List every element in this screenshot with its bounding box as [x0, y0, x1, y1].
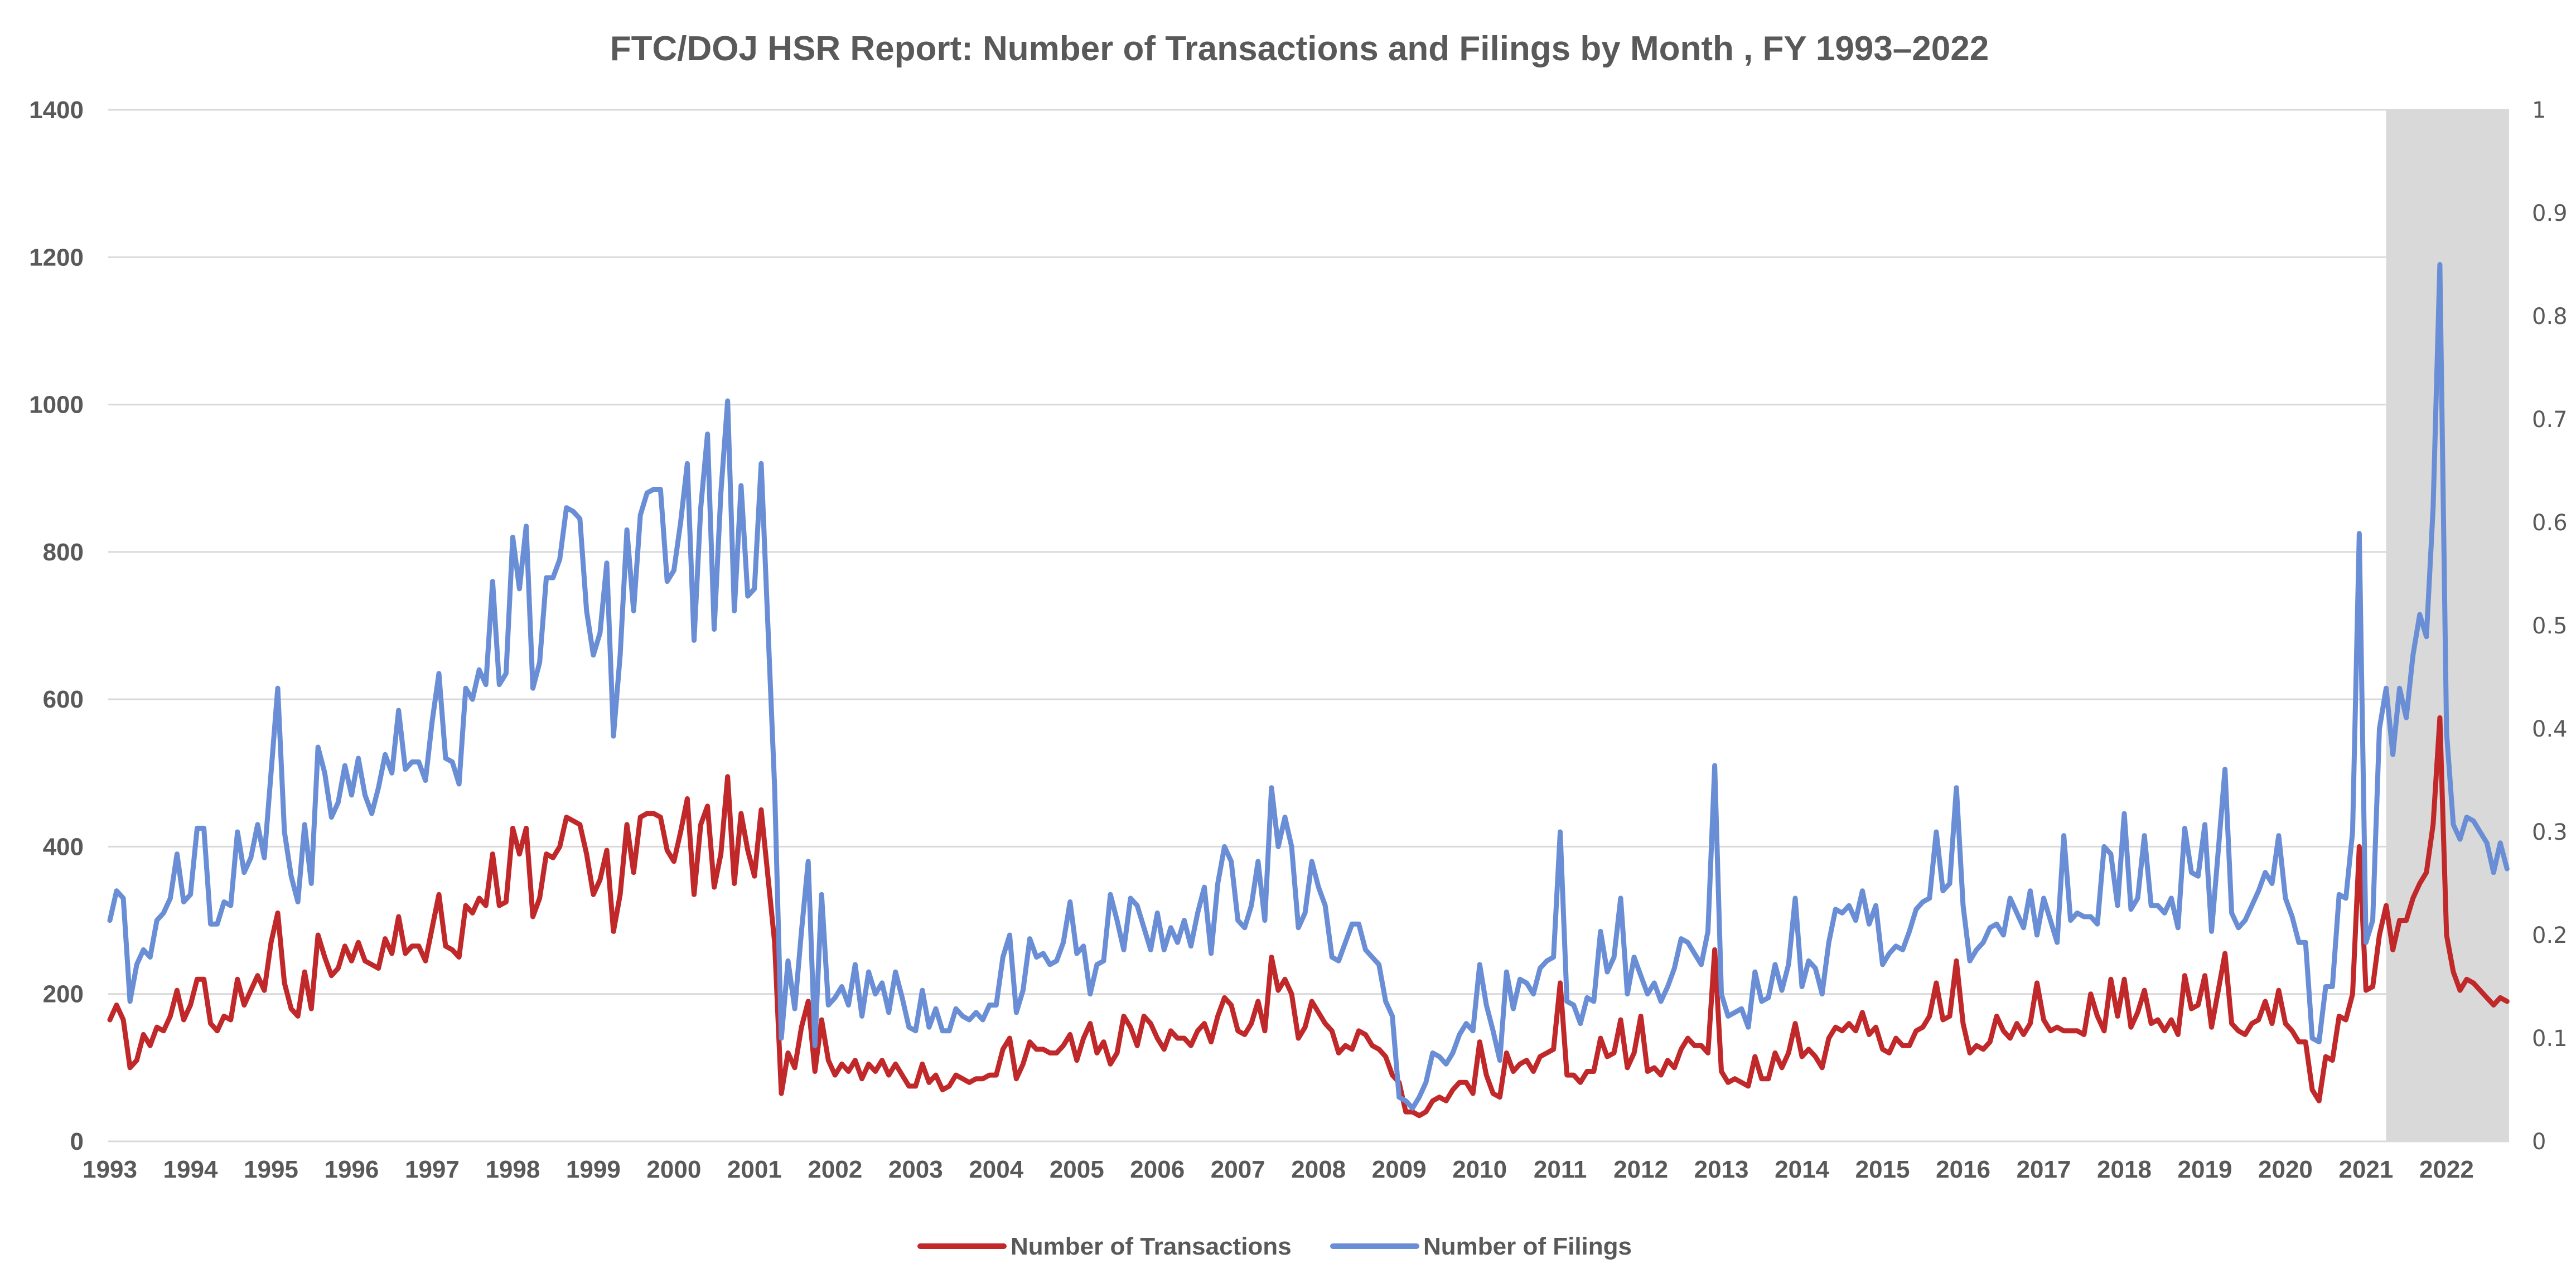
series-lines: [107, 262, 2510, 1119]
x-tick-label: 2004: [969, 1156, 1023, 1183]
y-tick-label: 200: [43, 981, 84, 1008]
x-tick-label: 2019: [2178, 1156, 2232, 1183]
series-points-filings: [109, 264, 2507, 1108]
x-tick-label: 2008: [1291, 1156, 1346, 1183]
legend: Number of Transactions Number of Filings: [917, 1233, 1632, 1260]
x-tick-label: 2011: [1534, 1156, 1587, 1183]
x-tick-label: 2017: [2017, 1156, 2071, 1183]
y-tick-label: 1200: [29, 244, 84, 271]
series-points-transactions: [109, 718, 2507, 1116]
x-tick-label: 2006: [1130, 1156, 1185, 1183]
x-tick-label: 2022: [2419, 1156, 2474, 1183]
x-tick-label: 2021: [2338, 1156, 2393, 1183]
y2-tick-label: 0.4: [2532, 716, 2568, 742]
legend-label-transactions: Number of Transactions: [1011, 1233, 1292, 1260]
x-tick-label: 2003: [888, 1156, 943, 1183]
y-tick-label: 1400: [29, 96, 84, 124]
y-tick-label: 600: [43, 686, 84, 713]
x-tick-label: 2002: [808, 1156, 862, 1183]
x-tick-label: 2001: [727, 1156, 782, 1183]
y2-tick-label: 0.3: [2532, 820, 2568, 845]
legend-label-filings: Number of Filings: [1423, 1233, 1632, 1260]
y2-tick-label: 0.8: [2532, 304, 2568, 330]
x-tick-label: 2000: [646, 1156, 701, 1183]
y2-tick-label: 1: [2532, 98, 2546, 123]
y2-tick-label: 0.9: [2532, 201, 2568, 226]
y2-tick-label: 0: [2532, 1129, 2546, 1155]
x-tick-label: 2005: [1050, 1156, 1104, 1183]
x-tick-label: 1997: [405, 1156, 460, 1183]
y-tick-label: 1000: [29, 391, 84, 419]
x-axis: 1993 1994 1995 1996 1997 1998 1999 2000 2001 2002…: [83, 1156, 2474, 1183]
shaded-region-layer: [2386, 110, 2509, 1141]
y-tick-label: 800: [43, 539, 84, 566]
x-tick-label: 1994: [163, 1156, 218, 1183]
legend-item-transactions[interactable]: Number of Transactions: [917, 1233, 1292, 1260]
y-axis-left: 0 200 400 600 800 1000 1200 1400: [29, 96, 84, 1155]
x-tick-label: 1993: [83, 1156, 137, 1183]
y2-tick-label: 0.1: [2532, 1026, 2568, 1052]
x-tick-label: 1999: [566, 1156, 621, 1183]
shaded-region: [2386, 110, 2509, 1141]
gridlines: [108, 109, 2509, 1142]
y2-tick-label: 0.2: [2532, 923, 2568, 948]
x-tick-label: 2007: [1211, 1156, 1265, 1183]
series-line-transactions: [107, 715, 2510, 1119]
x-tick-label: 1998: [485, 1156, 540, 1183]
x-tick-label: 1996: [324, 1156, 379, 1183]
x-tick-label: 2016: [1936, 1156, 1990, 1183]
legend-item-filings[interactable]: Number of Filings: [1330, 1233, 1632, 1260]
x-tick-label: 2014: [1775, 1156, 1829, 1183]
y2-tick-label: 0.5: [2532, 613, 2568, 639]
x-tick-label: 2018: [2097, 1156, 2152, 1183]
x-tick-label: 2015: [1855, 1156, 1910, 1183]
x-tick-label: 2020: [2258, 1156, 2313, 1183]
x-tick-label: 2013: [1694, 1156, 1749, 1183]
y-axis-right: 0 0.1 0.2 0.3 0.4 0.5 0.6 0.7 0.8 0.9 1: [2532, 98, 2568, 1155]
x-tick-label: 2009: [1372, 1156, 1427, 1183]
y2-tick-label: 0.6: [2532, 510, 2568, 536]
series-line-filings: [107, 262, 2510, 1111]
y-tick-label: 0: [70, 1128, 84, 1155]
chart-title: FTC/DOJ HSR Report: Number of Transactio…: [610, 30, 1989, 68]
x-tick-label: 1995: [244, 1156, 298, 1183]
x-tick-label: 2010: [1452, 1156, 1507, 1183]
y-tick-label: 400: [43, 833, 84, 860]
y2-tick-label: 0.7: [2532, 407, 2568, 433]
x-tick-label: 2012: [1613, 1156, 1668, 1183]
